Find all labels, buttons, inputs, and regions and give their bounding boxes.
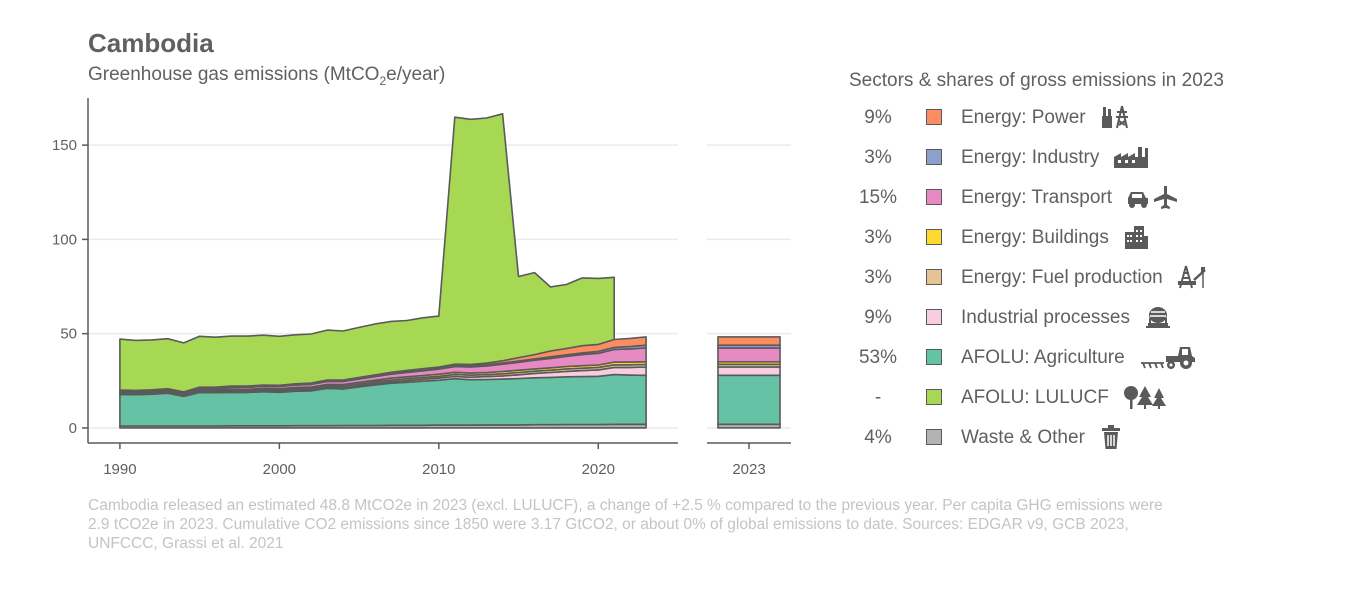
legend-share: 9% (864, 107, 892, 128)
x-tick-label: 2000 (263, 461, 296, 478)
y-tick-label: 50 (60, 326, 77, 343)
legend-share: 4% (864, 427, 892, 448)
legend-item: 9% Energy: Power (840, 98, 1300, 138)
y-tick-label: 100 (52, 231, 77, 248)
legend-share: 53% (858, 347, 898, 368)
cement-mixer-icon (1144, 304, 1172, 335)
area-lulucf (119, 113, 615, 393)
legend-swatch (926, 349, 942, 365)
legend-label: Industrial processes (961, 307, 1130, 328)
buildings-icon (1123, 224, 1149, 255)
legend-share: 3% (864, 227, 892, 248)
legend-item: 9% Industrial processes (840, 298, 1300, 338)
legend-label: AFOLU: Agriculture (961, 347, 1125, 368)
legend-label: Energy: Industry (961, 147, 1100, 168)
legend-share: 15% (858, 187, 898, 208)
x-tick-label: 2020 (582, 461, 615, 478)
y-tick-label: 150 (52, 137, 77, 154)
x-tick-label-bar: 2023 (732, 461, 765, 478)
legend-share: 3% (864, 147, 892, 168)
caption: Cambodia released an estimated 48.8 MtCO… (88, 497, 1163, 552)
emissions-chart: 0 50 100 150 1990 2000 2010 2020 2023 (52, 98, 791, 478)
legend-label: Energy: Fuel production (961, 267, 1163, 288)
subtitle-tail: e/year) (386, 64, 446, 85)
bar-2023-agriculture (717, 374, 781, 426)
legend-title: Sectors & shares of gross emissions in 2… (849, 70, 1224, 91)
bar-2023-power (717, 336, 781, 346)
stacked-areas (119, 113, 647, 429)
x-tick-label: 2010 (422, 461, 455, 478)
legend-item: 3% Energy: Buildings (840, 218, 1300, 258)
subtitle-main: Greenhouse gas emissions (MtCO (88, 64, 380, 85)
legend-label: Waste & Other (961, 427, 1085, 448)
legend-label: AFOLU: LULUCF (961, 387, 1109, 408)
y-ticks: 0 50 100 150 (52, 137, 88, 437)
legend-label: Energy: Buildings (961, 227, 1109, 248)
chart-subtitle: Greenhouse gas emissions (MtCO2e/year) (88, 64, 445, 88)
trees-icon (1123, 384, 1169, 415)
legend-share: 9% (864, 307, 892, 328)
bar-2023-industrial_processes (717, 366, 781, 377)
oil-rig-icon (1177, 264, 1207, 295)
legend-swatch (926, 189, 942, 205)
legend-label: Energy: Power (961, 107, 1086, 128)
legend-swatch (926, 389, 942, 405)
factory-icon (1113, 144, 1149, 175)
chart-title: Cambodia (88, 28, 214, 58)
car-plane-icon (1126, 184, 1178, 215)
legend-item: 4% Waste & Other (840, 418, 1300, 458)
bar-2023-transport (717, 347, 781, 363)
tractor-icon (1140, 344, 1200, 375)
legend-share: - (874, 387, 882, 408)
x-tick-label: 1990 (103, 461, 136, 478)
legend-share: 3% (864, 267, 892, 288)
bar-2023 (717, 336, 781, 429)
legend-label: Energy: Transport (961, 187, 1113, 208)
legend-item: 3% Energy: Fuel production (840, 258, 1300, 298)
legend-swatch (926, 309, 942, 325)
legend-item: - AFOLU: LULUCF (840, 378, 1300, 418)
legend-item: 53% AFOLU: Agriculture (840, 338, 1300, 378)
legend-swatch (926, 149, 942, 165)
y-tick-label: 0 (69, 420, 77, 437)
trash-icon (1099, 424, 1123, 455)
legend-swatch (926, 429, 942, 445)
legend-item: 15% Energy: Transport (840, 178, 1300, 218)
legend-item: 3% Energy: Industry (840, 138, 1300, 178)
x-ticks: 1990 2000 2010 2020 2023 (103, 443, 766, 478)
legend-swatch (926, 109, 942, 125)
power-plant-icon (1100, 104, 1134, 135)
legend-swatch (926, 229, 942, 245)
subtitle-subscript: 2 (379, 73, 387, 88)
legend-swatch (926, 269, 942, 285)
